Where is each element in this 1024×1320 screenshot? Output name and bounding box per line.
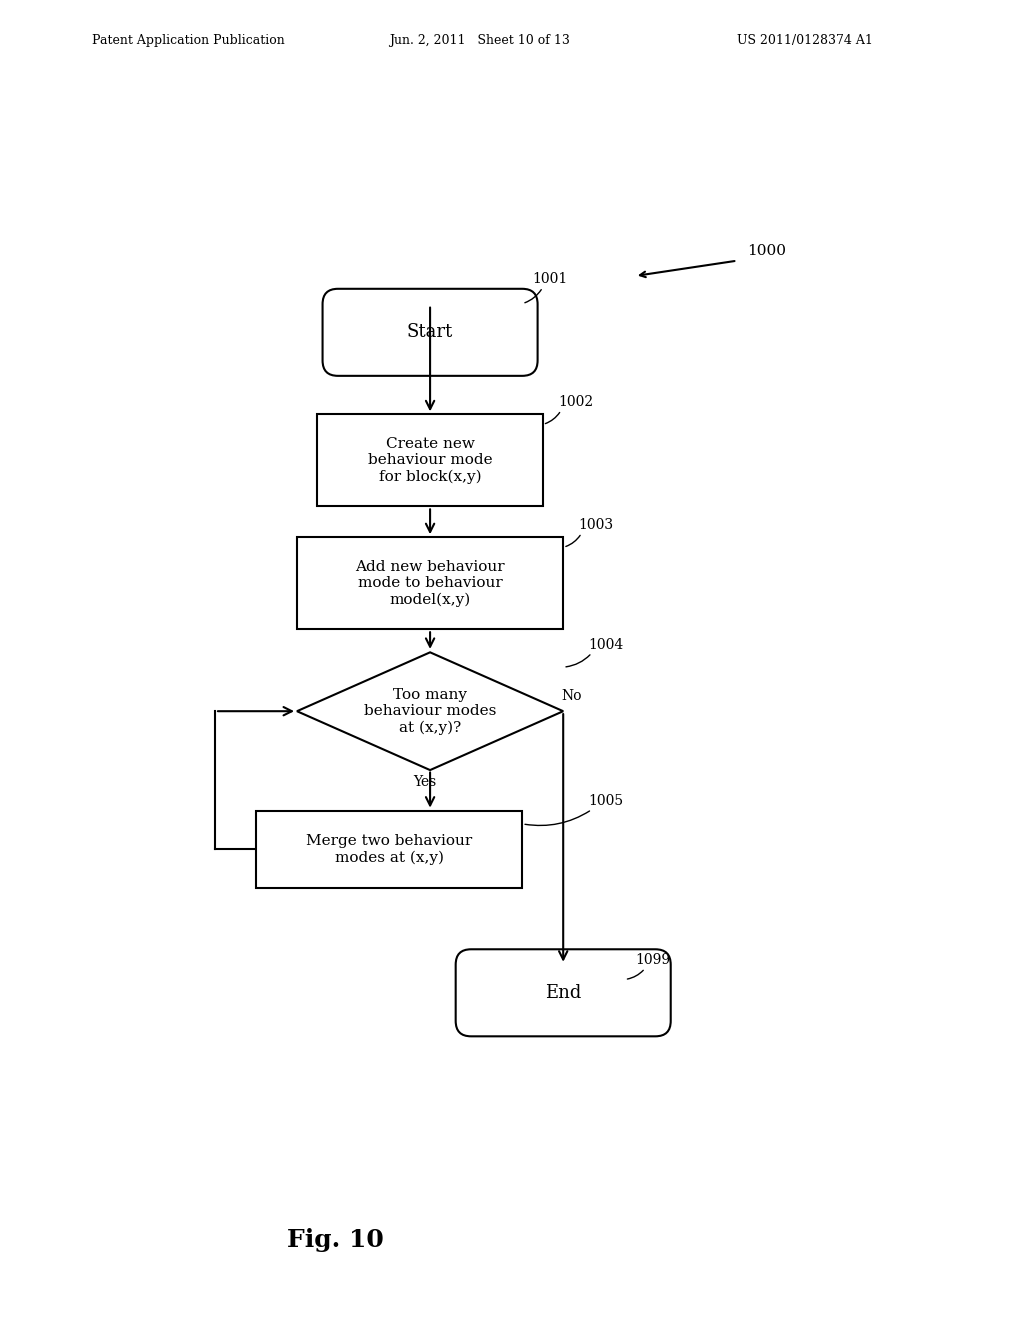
FancyBboxPatch shape bbox=[317, 414, 543, 507]
Text: Fig. 10: Fig. 10 bbox=[287, 1229, 383, 1253]
Text: Create new
behaviour mode
for block(x,y): Create new behaviour mode for block(x,y) bbox=[368, 437, 493, 483]
FancyBboxPatch shape bbox=[256, 810, 522, 888]
Text: Jun. 2, 2011   Sheet 10 of 13: Jun. 2, 2011 Sheet 10 of 13 bbox=[389, 33, 570, 46]
FancyBboxPatch shape bbox=[323, 289, 538, 376]
Text: Too many
behaviour modes
at (x,y)?: Too many behaviour modes at (x,y)? bbox=[364, 688, 497, 735]
Text: 1001: 1001 bbox=[532, 272, 567, 286]
Text: 1004: 1004 bbox=[589, 638, 624, 652]
Text: End: End bbox=[545, 983, 582, 1002]
Text: 1000: 1000 bbox=[748, 244, 786, 257]
Text: 1005: 1005 bbox=[589, 795, 624, 808]
FancyBboxPatch shape bbox=[456, 949, 671, 1036]
Text: Start: Start bbox=[407, 323, 454, 342]
Text: 1002: 1002 bbox=[558, 395, 593, 409]
Text: US 2011/0128374 A1: US 2011/0128374 A1 bbox=[737, 33, 873, 46]
Text: Patent Application Publication: Patent Application Publication bbox=[92, 33, 285, 46]
Text: 1099: 1099 bbox=[635, 953, 670, 968]
Text: Merge two behaviour
modes at (x,y): Merge two behaviour modes at (x,y) bbox=[306, 834, 472, 865]
Text: 1003: 1003 bbox=[579, 517, 613, 532]
Text: Yes: Yes bbox=[414, 775, 436, 788]
Text: No: No bbox=[561, 689, 582, 702]
Polygon shape bbox=[297, 652, 563, 770]
Text: Add new behaviour
mode to behaviour
model(x,y): Add new behaviour mode to behaviour mode… bbox=[355, 560, 505, 607]
FancyBboxPatch shape bbox=[297, 537, 563, 630]
